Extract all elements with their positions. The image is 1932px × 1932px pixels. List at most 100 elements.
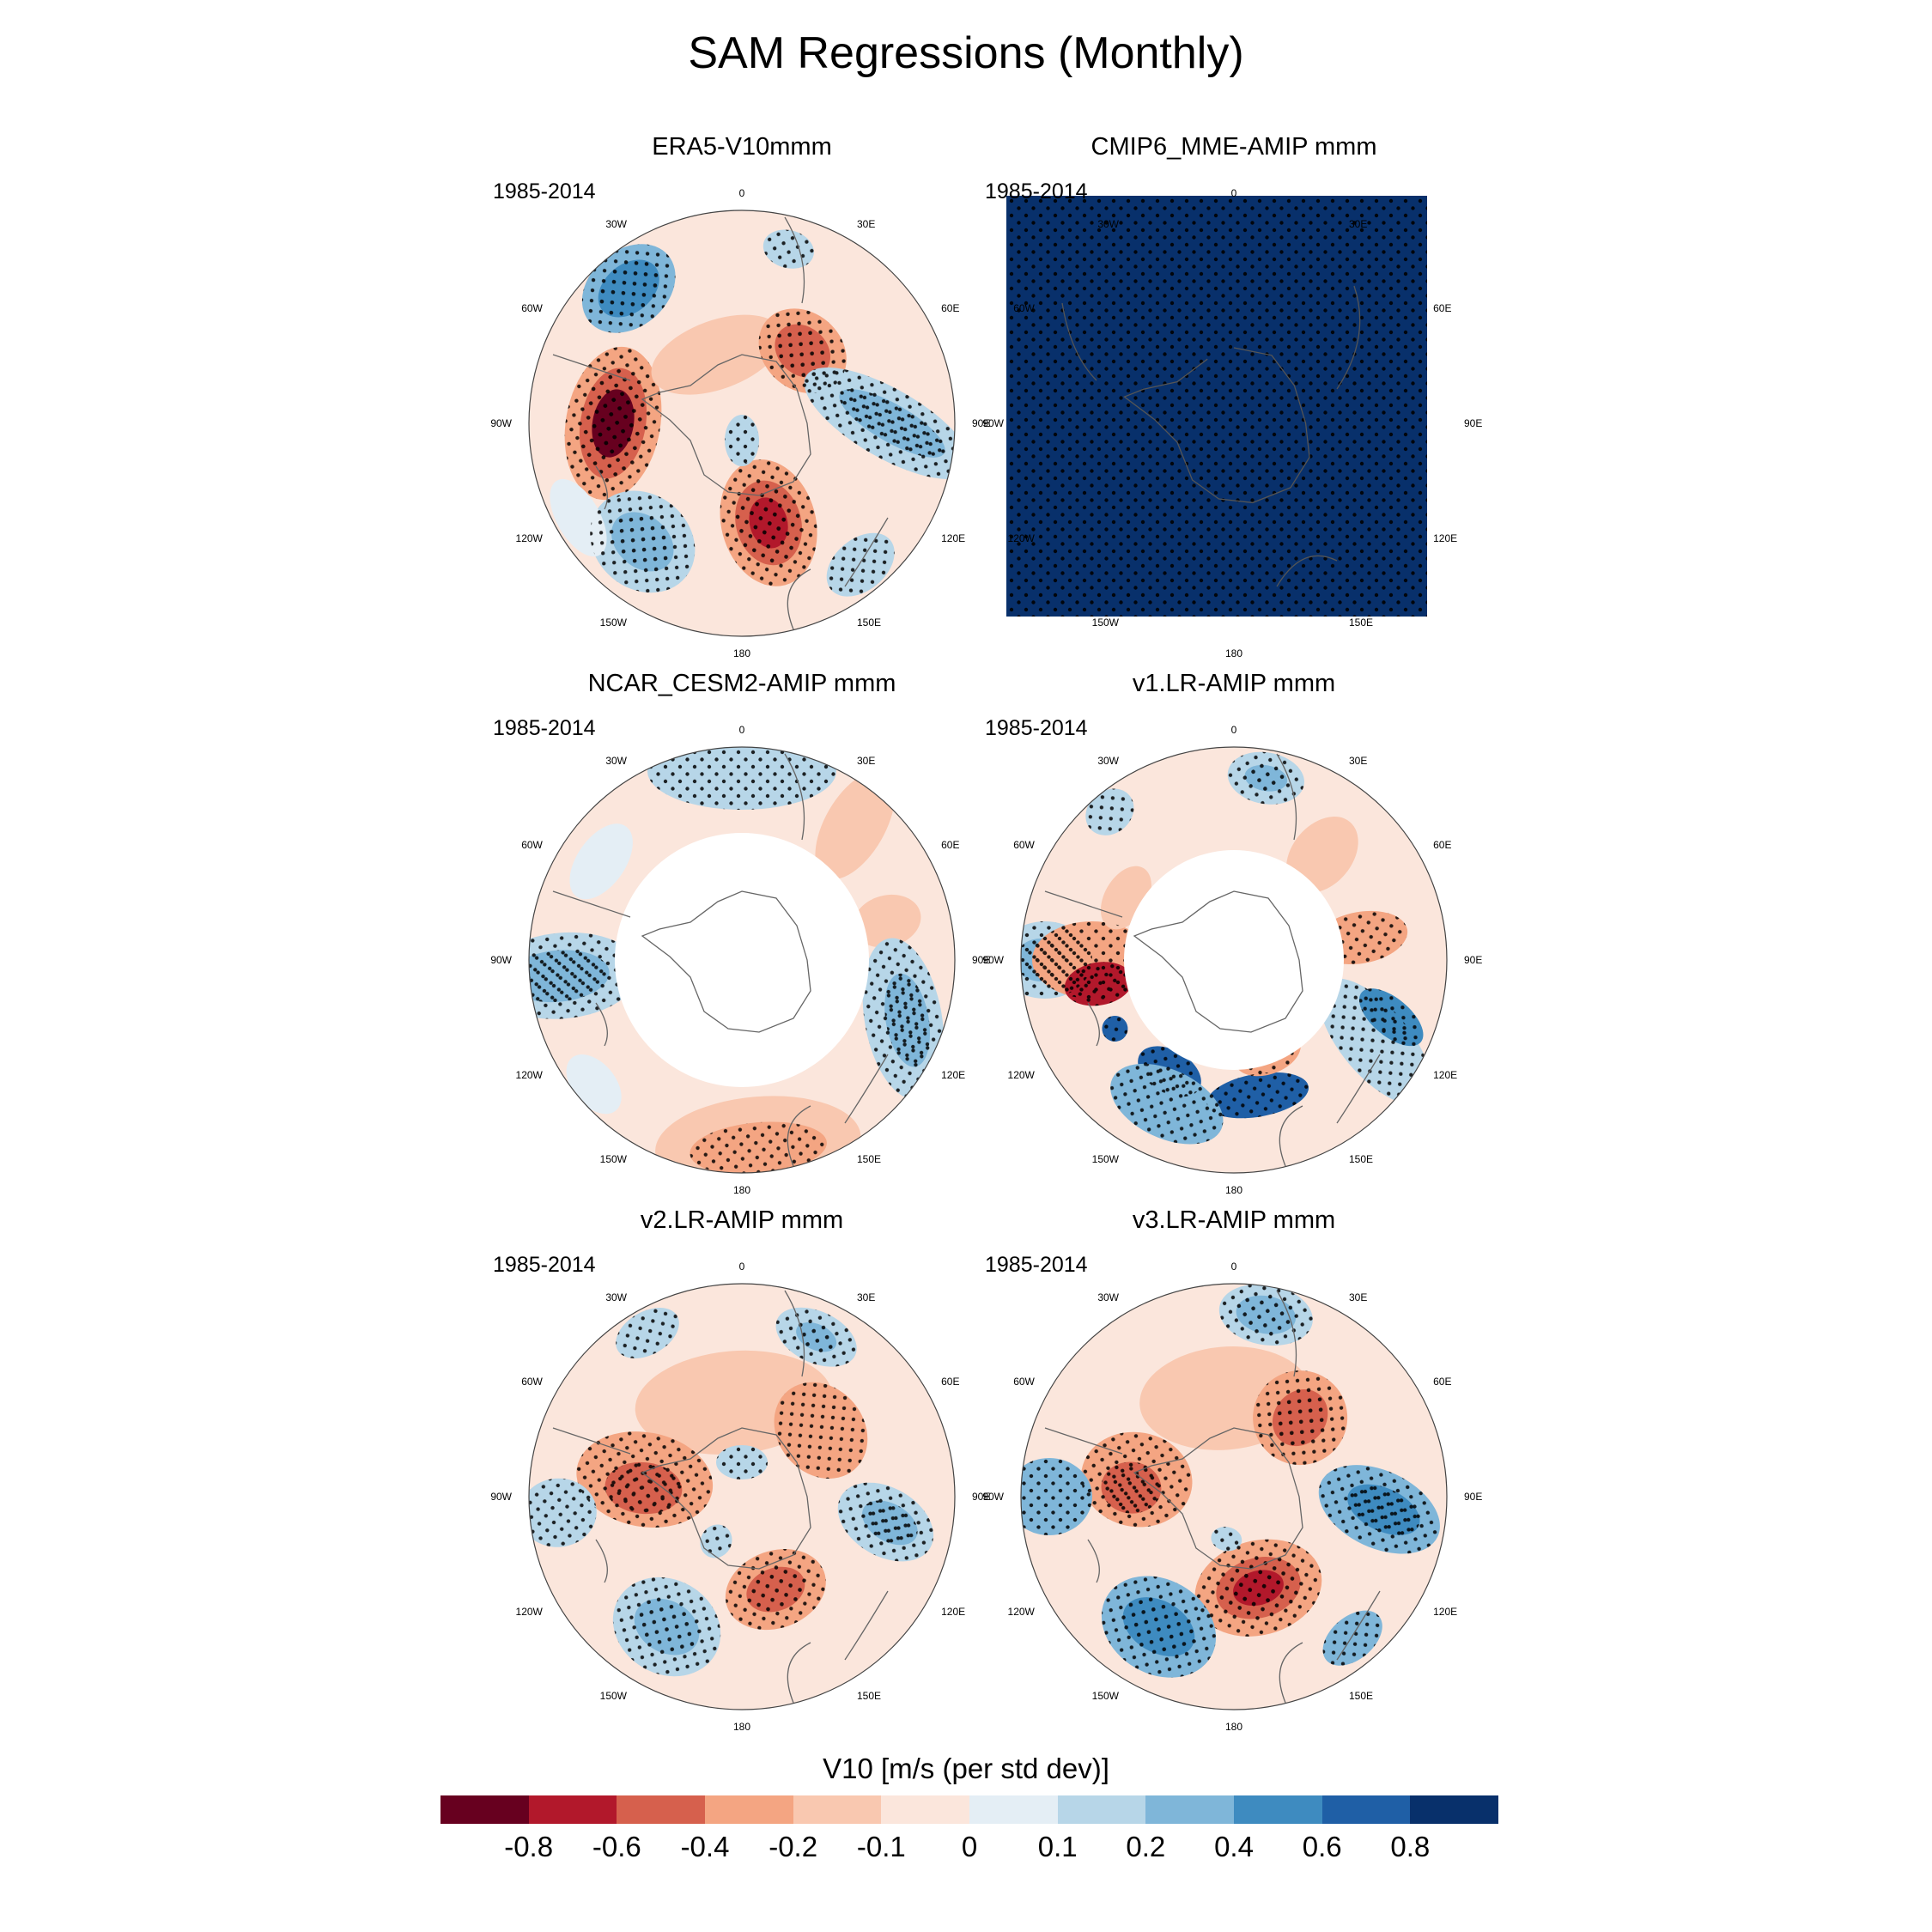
panel-title: v1.LR-AMIP mmm <box>1132 670 1336 697</box>
longitude-label: 180 <box>733 647 750 659</box>
coastline-continents <box>1044 1290 1381 1704</box>
longitude-label: 0 <box>1231 1261 1237 1273</box>
longitude-label: 90E <box>1464 1491 1482 1503</box>
significance-stippling <box>1358 988 1424 1047</box>
longitude-label: 90E <box>1464 417 1482 429</box>
longitude-label: 180 <box>1225 1721 1242 1733</box>
significance-stippling <box>1110 1063 1224 1145</box>
coastline-antarctica <box>641 354 811 496</box>
colorbar-segment <box>705 1795 793 1824</box>
longitude-label: 150E <box>857 1153 881 1165</box>
colorbar-segment <box>440 1795 529 1824</box>
longitude-label: 90E <box>1464 954 1482 966</box>
longitude-label: 120W <box>516 1069 544 1081</box>
coastline-antarctica <box>1133 1427 1303 1570</box>
colorbar-tick-label: -0.1 <box>856 1831 906 1862</box>
longitude-label: 180 <box>733 1721 750 1733</box>
longitude-label: 30W <box>1097 218 1119 230</box>
colorbar-segment <box>1321 1795 1411 1824</box>
longitude-label: 0 <box>1231 187 1237 199</box>
anomaly-region <box>569 823 633 900</box>
colorbar-tick-label: 0.8 <box>1390 1831 1431 1862</box>
colorbar-tick-labels: -0.8 -0.6 -0.4 -0.2 -0.1 0 0.1 0.2 0.4 0.6 0.8 <box>0 1831 1932 1865</box>
significance-stippling <box>700 1524 732 1558</box>
anomaly-region <box>815 770 896 880</box>
longitude-label: 120E <box>941 532 965 544</box>
significance-stippling <box>592 389 635 458</box>
longitude-label: 30W <box>605 218 627 230</box>
longitude-label: 30E <box>857 218 875 230</box>
longitude-label: 120W <box>1008 1069 1036 1081</box>
significance-stippling <box>605 1461 683 1515</box>
polar-map: 0 30E 60E 90E 120E 150E 180 150W 120W 90W 60W 30W <box>982 724 1482 1196</box>
anomaly-region <box>853 894 921 948</box>
longitude-label: 150E <box>1349 617 1373 629</box>
map-boundary <box>528 1283 956 1710</box>
longitude-label: 120E <box>1433 1606 1457 1618</box>
longitude-label: 90W <box>982 1491 1004 1503</box>
longitude-label: 150W <box>600 1153 628 1165</box>
significance-stippling <box>529 1478 597 1547</box>
longitude-label: 150W <box>1092 1153 1120 1165</box>
coastline-continents <box>552 1290 889 1704</box>
panel-title: v3.LR-AMIP mmm <box>1132 1206 1336 1234</box>
colorbar-tick-label: 0.4 <box>1214 1831 1254 1862</box>
map-panel-v3: 0 30E 60E 90E 120E 150E 180 150W 120W 90W 60W 30W v… <box>982 1206 1482 1737</box>
map-boundary <box>1020 1283 1448 1710</box>
colorbar-segment <box>1410 1795 1499 1824</box>
longitude-label: 30E <box>1349 1291 1367 1303</box>
polar-map: 0 30E 60E 90E 120E 150E 180 150W 120W 90W 60W 30W <box>490 187 990 659</box>
significance-stippling <box>1122 1597 1195 1656</box>
longitude-label: 30E <box>1349 755 1367 767</box>
longitude-label: 30E <box>1349 218 1367 230</box>
coastline-continents <box>1044 753 1381 1167</box>
significance-stippling <box>1319 978 1432 1105</box>
longitude-label: 30W <box>1097 755 1119 767</box>
longitude-label: 0 <box>1231 724 1237 736</box>
colorbar-tick-label: 0 <box>961 1831 978 1862</box>
longitude-label: 60W <box>521 839 543 851</box>
longitude-label: 120E <box>1433 1069 1457 1081</box>
longitude-label: 120E <box>941 1069 965 1081</box>
coastline <box>1123 347 1310 504</box>
panel-title: v2.LR-AMIP mmm <box>640 1206 844 1234</box>
significance-stippling <box>1206 1072 1309 1119</box>
polar-map: 0 30E 60E 90E 120E 150E 180 150W 120W 90W 60W 30W <box>490 1261 990 1733</box>
anomaly-region <box>651 314 783 395</box>
significance-stippling <box>1233 1570 1284 1607</box>
longitude-label: 120E <box>941 1606 965 1618</box>
significance-stippling <box>1211 1527 1242 1552</box>
significance-stippling <box>1102 1016 1128 1042</box>
longitude-label: 90E <box>972 954 990 966</box>
longitude-label: 0 <box>739 1261 745 1273</box>
significance-stippling <box>690 1121 827 1173</box>
longitude-label: 180 <box>1225 647 1242 659</box>
longitude-label: 60W <box>521 1376 543 1388</box>
map-boundary <box>528 210 956 637</box>
longitude-label: 150E <box>857 1690 881 1702</box>
significance-stippling <box>796 1321 837 1352</box>
colorbar-segment <box>1057 1795 1146 1824</box>
significance-stippling <box>616 1307 679 1358</box>
colorbar-segment <box>528 1795 617 1824</box>
significance-stippling <box>1236 1295 1297 1334</box>
longitude-label: 90W <box>490 417 512 429</box>
significance-stippling <box>746 1566 805 1613</box>
colorbar-segment <box>969 1795 1058 1824</box>
map-panel-v1: 0 30E 60E 90E 120E 150E 180 150W 120W 90W 60W 30W v… <box>982 670 1482 1200</box>
significance-stippling <box>1101 1461 1162 1514</box>
coastline-antarctica <box>1133 890 1303 1033</box>
map-panel-era5: 0 30E 60E 90E 120E 150E 180 150W 120W 90W 60W 30W E… <box>490 133 990 664</box>
colorbar-tick-label: 0.1 <box>1037 1831 1078 1862</box>
longitude-label: 120W <box>516 1606 544 1618</box>
significance-stippling <box>884 973 931 1067</box>
significance-stippling <box>774 1382 868 1479</box>
longitude-label: 60W <box>521 302 543 314</box>
map-boundary <box>528 746 956 1174</box>
colorbar-segment <box>1234 1795 1322 1824</box>
coastline-continents <box>552 753 889 1167</box>
longitude-label: 60E <box>1433 839 1451 851</box>
polar-map: 0 30E 60E 90E 120E 150E 180 150W 120W 90W 60W 30W <box>490 724 990 1196</box>
significance-stippling <box>1006 196 1427 617</box>
longitude-label: 90W <box>490 1491 512 1503</box>
